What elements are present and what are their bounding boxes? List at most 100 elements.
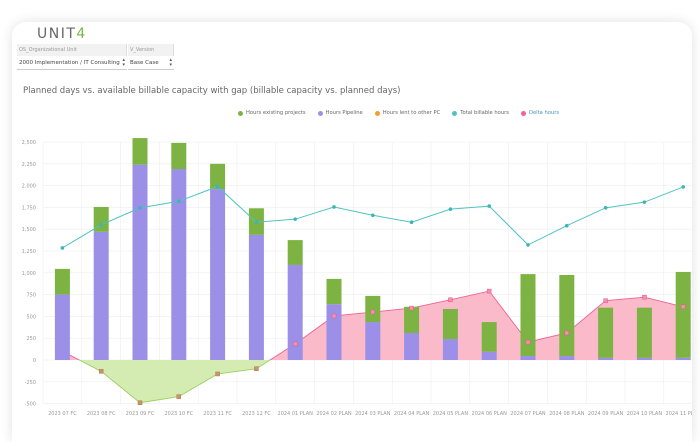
x-tick-label: 2024 02 PLAN [316,411,352,417]
bar-hours-existing-projects [132,138,148,165]
billable-hours-point [293,217,298,221]
delta-point [331,313,337,319]
bar-hours-existing-projects [404,306,420,333]
billable-hours-point [642,200,647,204]
billable-hours-point [681,185,685,189]
y-tick-label: 1,000 [22,271,36,277]
bar-hours-pipeline [598,357,614,360]
x-tick-label: 2024 09 PLAN [588,411,624,417]
x-tick-label: 2023 07 FC [48,411,77,417]
version-select[interactable]: Base Case ▴ ▾ [128,57,174,70]
delta-point [98,369,104,374]
capacity-chart: -500 -250 0 250 500 750 1,000 1,250 1,500 1,750 2,… [22,138,692,417]
bar-hours-existing-projects [210,163,226,190]
bar-hours-pipeline [442,339,458,360]
legend-label: Hours existing projects [246,110,306,116]
bar-hours-pipeline [481,351,497,360]
legend-label: Total billable hours [460,110,509,116]
y-tick-label: 2,000 [22,184,36,190]
delta-point [215,371,220,377]
y-tick-label: -250 [25,380,36,386]
bar-hours-pipeline [287,264,303,360]
x-tick-label: 2024 06 PLAN [472,411,508,417]
bar-hours-pipeline [520,356,536,360]
delta-line-negative [78,360,271,404]
billable-hours-point [409,220,414,225]
billable-hours-point [215,184,220,189]
bar-hours-existing-projects [326,278,342,305]
legend-item-pipeline[interactable]: Hours Pipeline [317,110,363,116]
y-tick-label: 2,250 [22,162,36,168]
bar-hours-pipeline [636,357,652,360]
billable-hours-point [526,243,530,247]
legend-item-existing[interactable]: Hours existing projects [238,110,306,116]
delta-point [137,400,143,405]
y-tick-label: 1,500 [22,227,36,233]
billable-hours-point [565,223,569,228]
spinner-arrows-icon[interactable]: ▴ ▾ [169,57,172,68]
legend-dot-icon [520,110,526,116]
bar-hours-pipeline [326,304,342,360]
bar-hours-pipeline [404,332,420,360]
delta-point [370,309,376,315]
org-unit-select[interactable]: 2000 Implementation / IT Consulting ▴ ▾ [17,57,127,70]
bar-hours-existing-projects [93,206,109,232]
y-tick-label: 0 [33,358,36,364]
x-tick-label: 2024 11 PLAN [666,411,692,417]
x-tick-label: 2024 10 PLAN [627,411,663,417]
bar-hours-pipeline [675,357,691,360]
bar-hours-existing-projects [442,308,458,340]
delta-point [486,288,492,294]
delta-point [409,305,414,311]
bar-hours-existing-projects [287,240,303,265]
legend-dot-icon [238,110,243,116]
x-tick-label: 2024 07 PLAN [510,411,546,417]
billable-hours-point [99,223,103,227]
bar-hours-existing-projects [54,268,70,295]
billable-hours-point [448,207,453,211]
org-unit-value: 2000 Implementation / IT Consulting [19,60,120,66]
y-tick-label: -500 [25,402,36,408]
billable-hours-line [62,185,684,249]
billable-hours-point [138,206,142,210]
delta-point [176,394,182,399]
y-tick-label: 750 [26,293,36,299]
bar-hours-existing-projects [675,271,691,358]
billable-hours-point [487,204,492,208]
x-tick-label: 2024 01 PLAN [278,411,314,417]
bar-hours-pipeline [93,231,109,360]
legend-dot-icon [317,110,323,116]
y-tick-label: 1,750 [22,205,36,211]
bar-hours-existing-projects [559,274,575,357]
delta-point [680,304,686,310]
delta-point [525,339,531,345]
bar-hours-existing-projects [365,295,381,323]
legend-item-lent[interactable]: Hours lent to other PC [374,110,440,116]
bar-hours-pipeline [248,234,264,360]
spinner-arrows-icon[interactable]: ▴ ▾ [122,57,125,68]
bar-hours-pipeline [365,322,381,360]
billable-hours-point [254,220,259,225]
legend-item-delta[interactable]: Delta hours [520,110,560,116]
legend-dot-icon [374,110,380,116]
bar-hours-existing-projects [171,142,187,170]
y-tick-label: 250 [26,336,36,342]
bar-hours-pipeline [171,169,187,360]
billable-hours-point [60,246,65,250]
x-tick-label: 2023 12 FC [242,411,271,417]
billable-hours-point [177,199,181,204]
delta-point [448,297,453,303]
legend-item-billable[interactable]: Total billable hours [452,110,509,116]
y-tick-label: 1,250 [22,249,36,255]
legend-label: Delta hours [528,110,560,116]
bar-hours-existing-projects [598,307,614,358]
x-tick-label: 2024 03 PLAN [355,411,391,417]
bar-hours-pipeline [210,189,226,360]
delta-point [292,341,298,347]
delta-point [254,366,259,371]
x-tick-label: 2023 11 FC [203,411,232,417]
chart-legend: Hours existing projects Hours Pipeline H… [238,110,559,116]
legend-dot-icon [452,110,458,116]
bar-hours-existing-projects [636,307,652,358]
bar-hours-pipeline [54,294,70,360]
